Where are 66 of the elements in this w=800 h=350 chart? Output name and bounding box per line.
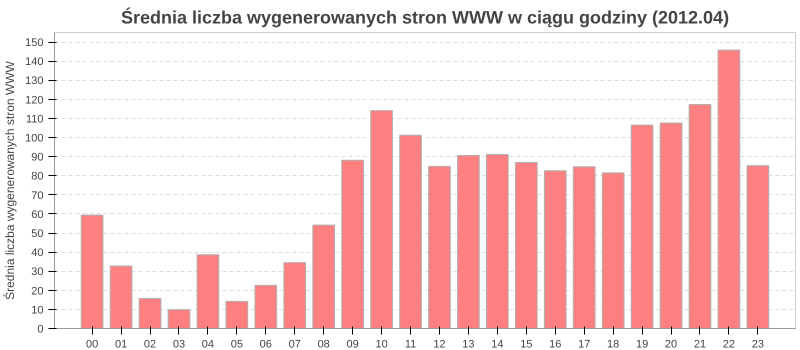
x-tick-label: 08: [318, 338, 330, 350]
x-tick-label: 04: [202, 338, 214, 350]
y-tick-label: 130: [25, 75, 44, 88]
bar: [168, 309, 190, 328]
x-tick-label: 06: [260, 338, 272, 350]
y-tick-label: 40: [31, 247, 44, 260]
y-tick-label: 120: [25, 94, 44, 106]
x-tick-label: 12: [433, 338, 446, 350]
bar: [196, 254, 220, 328]
y-tick-label: 110: [26, 113, 44, 126]
chart-title: Średnia liczba wygenerowanych stron WWW w ciągu godziny (2012.04): [120, 8, 730, 28]
bar: [688, 104, 712, 328]
y-tick-label: 10: [31, 304, 44, 316]
y-tick-label: 150: [25, 37, 44, 50]
bar: [544, 170, 567, 328]
bar: [341, 160, 364, 328]
x-tick-label: 14: [491, 338, 504, 350]
bar: [572, 166, 596, 328]
x-tick-label: 11: [404, 338, 416, 350]
bar: [283, 262, 306, 328]
y-tick-label: 70: [31, 190, 44, 202]
bar: [254, 284, 278, 328]
y-tick-label: 20: [31, 285, 44, 298]
x-tick-label: 05: [230, 338, 243, 350]
x-tick-label: 10: [375, 338, 388, 350]
x-tick-label: 21: [694, 338, 706, 350]
bar: [110, 266, 132, 328]
y-axis-title: Średnia liczba wygenerowanych stron WWW: [3, 60, 18, 300]
bar: [226, 300, 248, 328]
bar: [602, 172, 624, 328]
x-tick-label: 00: [86, 338, 98, 350]
x-tick-label: 18: [607, 338, 620, 350]
bar: [630, 124, 654, 328]
bar: [660, 122, 682, 328]
y-tick-label: 0: [37, 324, 44, 336]
x-tick-label: 17: [578, 338, 590, 350]
y-tick-label: 80: [31, 170, 44, 183]
x-tick-label: 15: [520, 338, 532, 350]
bar: [399, 134, 422, 328]
x-tick-label: 09: [346, 338, 359, 350]
bar: [370, 110, 393, 328]
bar: [312, 224, 336, 328]
bar: [746, 165, 770, 328]
x-tick-label: 07: [288, 338, 301, 350]
x-tick-label: 16: [549, 338, 562, 350]
x-tick-label: 19: [636, 338, 648, 350]
bar: [138, 298, 162, 328]
bar: [486, 154, 509, 328]
x-tick-label: 03: [172, 338, 186, 350]
y-tick-label: 90: [31, 152, 44, 164]
x-tick-label: 02: [144, 338, 156, 350]
bar: [457, 154, 480, 328]
x-tick-label: 23: [752, 338, 764, 350]
bar: [80, 214, 104, 328]
y-tick-label: 30: [31, 266, 44, 278]
y-tick-label: 60: [31, 208, 44, 221]
bar: [428, 166, 451, 328]
x-tick-label: 22: [722, 338, 736, 350]
x-tick-label: 01: [114, 338, 128, 350]
bar: [718, 50, 740, 328]
y-tick-label: 140: [25, 56, 44, 68]
y-tick-label: 100: [25, 132, 44, 145]
x-tick-label: 20: [664, 338, 678, 350]
bar: [514, 162, 538, 328]
x-tick-label: 13: [462, 338, 475, 350]
y-tick-label: 50: [31, 228, 44, 240]
